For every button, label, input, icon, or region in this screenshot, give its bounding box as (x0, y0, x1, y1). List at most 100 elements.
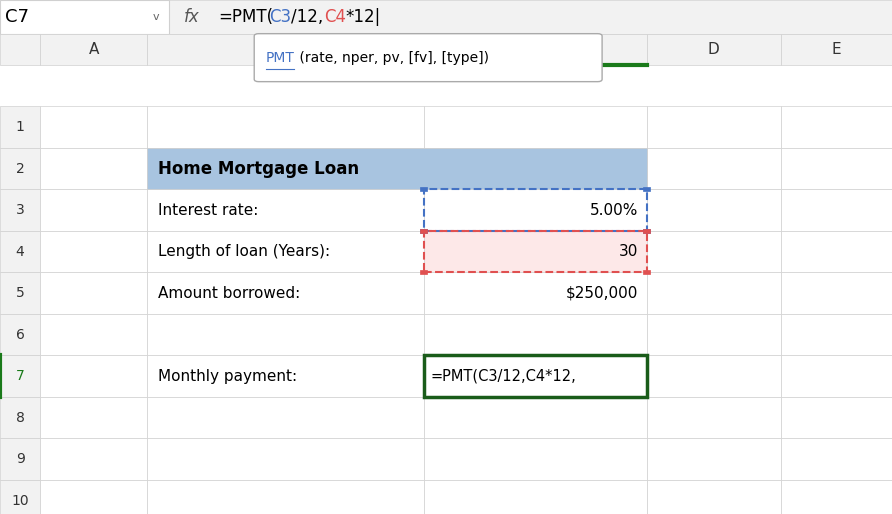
FancyBboxPatch shape (254, 34, 602, 82)
Bar (647, 438, 780, 480)
Bar (147, 148, 424, 189)
Text: *12|: *12| (345, 8, 381, 26)
Bar (147, 148, 647, 189)
Bar (647, 272, 780, 314)
Bar (780, 106, 892, 148)
Bar (424, 34, 647, 65)
Text: 2: 2 (16, 161, 24, 175)
Bar (0, 106, 40, 148)
Bar (643, 229, 650, 233)
Text: 10: 10 (12, 493, 29, 507)
Bar (424, 231, 647, 272)
Bar (0, 272, 40, 314)
Bar (420, 187, 427, 191)
Text: 4: 4 (16, 245, 24, 259)
Text: Interest rate:: Interest rate: (158, 203, 259, 217)
Bar (40, 231, 147, 272)
Bar (147, 106, 424, 148)
Bar (424, 438, 647, 480)
Text: D: D (707, 42, 720, 57)
Text: fx: fx (184, 8, 200, 26)
Bar (0, 0, 892, 34)
Bar (424, 231, 647, 272)
Text: 3: 3 (16, 203, 24, 217)
Bar (0, 397, 40, 438)
Text: (rate, nper, pv, [fv], [type]): (rate, nper, pv, [fv], [type]) (295, 51, 489, 65)
Bar (40, 314, 147, 355)
Bar (424, 397, 647, 438)
Bar (40, 355, 147, 397)
Bar (0, 34, 40, 65)
Text: B: B (280, 42, 291, 57)
Text: C3: C3 (269, 8, 292, 26)
Bar (424, 106, 647, 148)
Text: C: C (530, 42, 541, 57)
Bar (780, 34, 892, 65)
Bar (647, 231, 780, 272)
Bar (147, 314, 424, 355)
Bar (147, 480, 424, 514)
Bar (647, 106, 780, 148)
Bar (40, 272, 147, 314)
Bar (147, 189, 424, 231)
Bar (40, 106, 147, 148)
Bar (424, 272, 647, 314)
Bar (420, 229, 427, 233)
Bar (420, 229, 427, 233)
Bar (0, 148, 40, 189)
Bar (780, 438, 892, 480)
Text: /12,: /12, (291, 8, 323, 26)
Bar (780, 355, 892, 397)
Text: Length of loan (Years):: Length of loan (Years): (158, 244, 330, 259)
Text: A: A (88, 42, 99, 57)
Bar (40, 480, 147, 514)
Text: 5.00%: 5.00% (590, 203, 638, 217)
Bar (647, 34, 780, 65)
Bar (643, 187, 650, 191)
Bar (0, 231, 40, 272)
Text: 6: 6 (16, 327, 24, 341)
Bar (643, 270, 650, 274)
Text: Amount borrowed:: Amount borrowed: (158, 285, 300, 301)
Bar (0, 189, 40, 231)
Bar (780, 314, 892, 355)
Text: C7: C7 (5, 8, 29, 26)
Bar (0, 480, 40, 514)
Text: PMT: PMT (266, 51, 294, 65)
Bar (147, 231, 424, 272)
Text: 8: 8 (16, 411, 24, 425)
Bar (647, 397, 780, 438)
Text: 1: 1 (16, 120, 24, 134)
Bar (424, 314, 647, 355)
Bar (780, 189, 892, 231)
Text: =PMT(C3/12,C4*12,: =PMT(C3/12,C4*12, (431, 369, 576, 383)
Bar (780, 480, 892, 514)
Bar (647, 148, 780, 189)
Bar (147, 34, 424, 65)
Bar (147, 397, 424, 438)
Bar (424, 355, 647, 397)
Text: Home Mortgage Loan: Home Mortgage Loan (158, 159, 359, 177)
Text: E: E (831, 42, 841, 57)
Bar (424, 480, 647, 514)
Bar (147, 272, 424, 314)
Bar (0, 438, 40, 480)
Bar (647, 314, 780, 355)
Bar (780, 397, 892, 438)
Bar (647, 355, 780, 397)
Bar (0, 314, 40, 355)
Text: Monthly payment:: Monthly payment: (158, 369, 297, 383)
Bar (420, 270, 427, 274)
Bar (780, 272, 892, 314)
Bar (780, 231, 892, 272)
Text: 30: 30 (618, 244, 638, 259)
Bar (40, 397, 147, 438)
Bar (40, 189, 147, 231)
Bar (40, 438, 147, 480)
Bar (647, 189, 780, 231)
Text: 5: 5 (16, 286, 24, 300)
Bar (424, 189, 647, 231)
Text: v: v (153, 12, 160, 22)
Bar (780, 148, 892, 189)
Text: 7: 7 (16, 369, 24, 383)
